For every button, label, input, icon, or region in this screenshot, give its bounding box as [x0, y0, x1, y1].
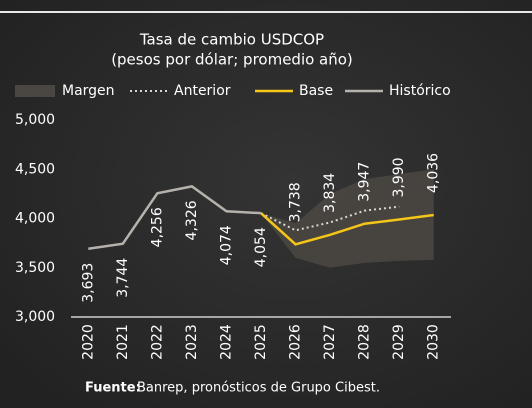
- x-tick-label: 2029: [391, 324, 407, 360]
- value-label: 3,744: [115, 258, 131, 298]
- x-tick-label: 2025: [253, 324, 269, 360]
- value-label: 3,693: [80, 263, 96, 303]
- value-label: 4,036: [426, 153, 442, 193]
- y-tick-label: 4,000: [15, 211, 55, 227]
- value-label: 3,947: [357, 162, 373, 202]
- x-tick-label: 2028: [357, 324, 373, 360]
- value-label: 4,326: [184, 200, 200, 240]
- source: Banrep, pronósticos de Grupo Cibest.: [137, 381, 380, 396]
- x-tick-label: 2023: [184, 324, 200, 360]
- legend-label: Anterior: [174, 83, 231, 99]
- source-label: Fuente:: [85, 381, 141, 396]
- chart-subtitle: (pesos por dólar; promedio año): [111, 51, 353, 69]
- value-label: 3,738: [288, 182, 304, 222]
- value-label: 3,990: [391, 157, 407, 197]
- x-tick-label: 2022: [149, 324, 165, 360]
- series-line: [88, 185, 262, 250]
- y-tick-label: 5,000: [15, 112, 55, 128]
- x-tick-label: 2021: [115, 324, 131, 360]
- chart-title: Tasa de cambio USDCOP: [139, 31, 324, 49]
- legend-label: Margen: [62, 83, 115, 99]
- x-tick-label: 2024: [218, 324, 234, 360]
- value-label: 3,834: [322, 173, 338, 213]
- legend-swatch: [15, 85, 55, 97]
- value-label: 4,256: [149, 207, 165, 247]
- y-tick-label: 4,500: [15, 161, 55, 177]
- value-label: 4,054: [253, 227, 269, 267]
- y-tick-label: 3,000: [15, 309, 55, 325]
- y-tick-label: 3,500: [15, 260, 55, 276]
- x-tick-label: 2026: [288, 324, 304, 360]
- legend-label: Base: [299, 83, 333, 99]
- x-tick-label: 2027: [322, 324, 338, 360]
- legend-label: Histórico: [389, 83, 451, 99]
- x-tick-label: 2020: [80, 324, 96, 360]
- series-line: [260, 212, 434, 246]
- series-line: [260, 205, 400, 232]
- value-label: 4,074: [218, 225, 234, 265]
- x-tick-label: 2030: [426, 324, 442, 360]
